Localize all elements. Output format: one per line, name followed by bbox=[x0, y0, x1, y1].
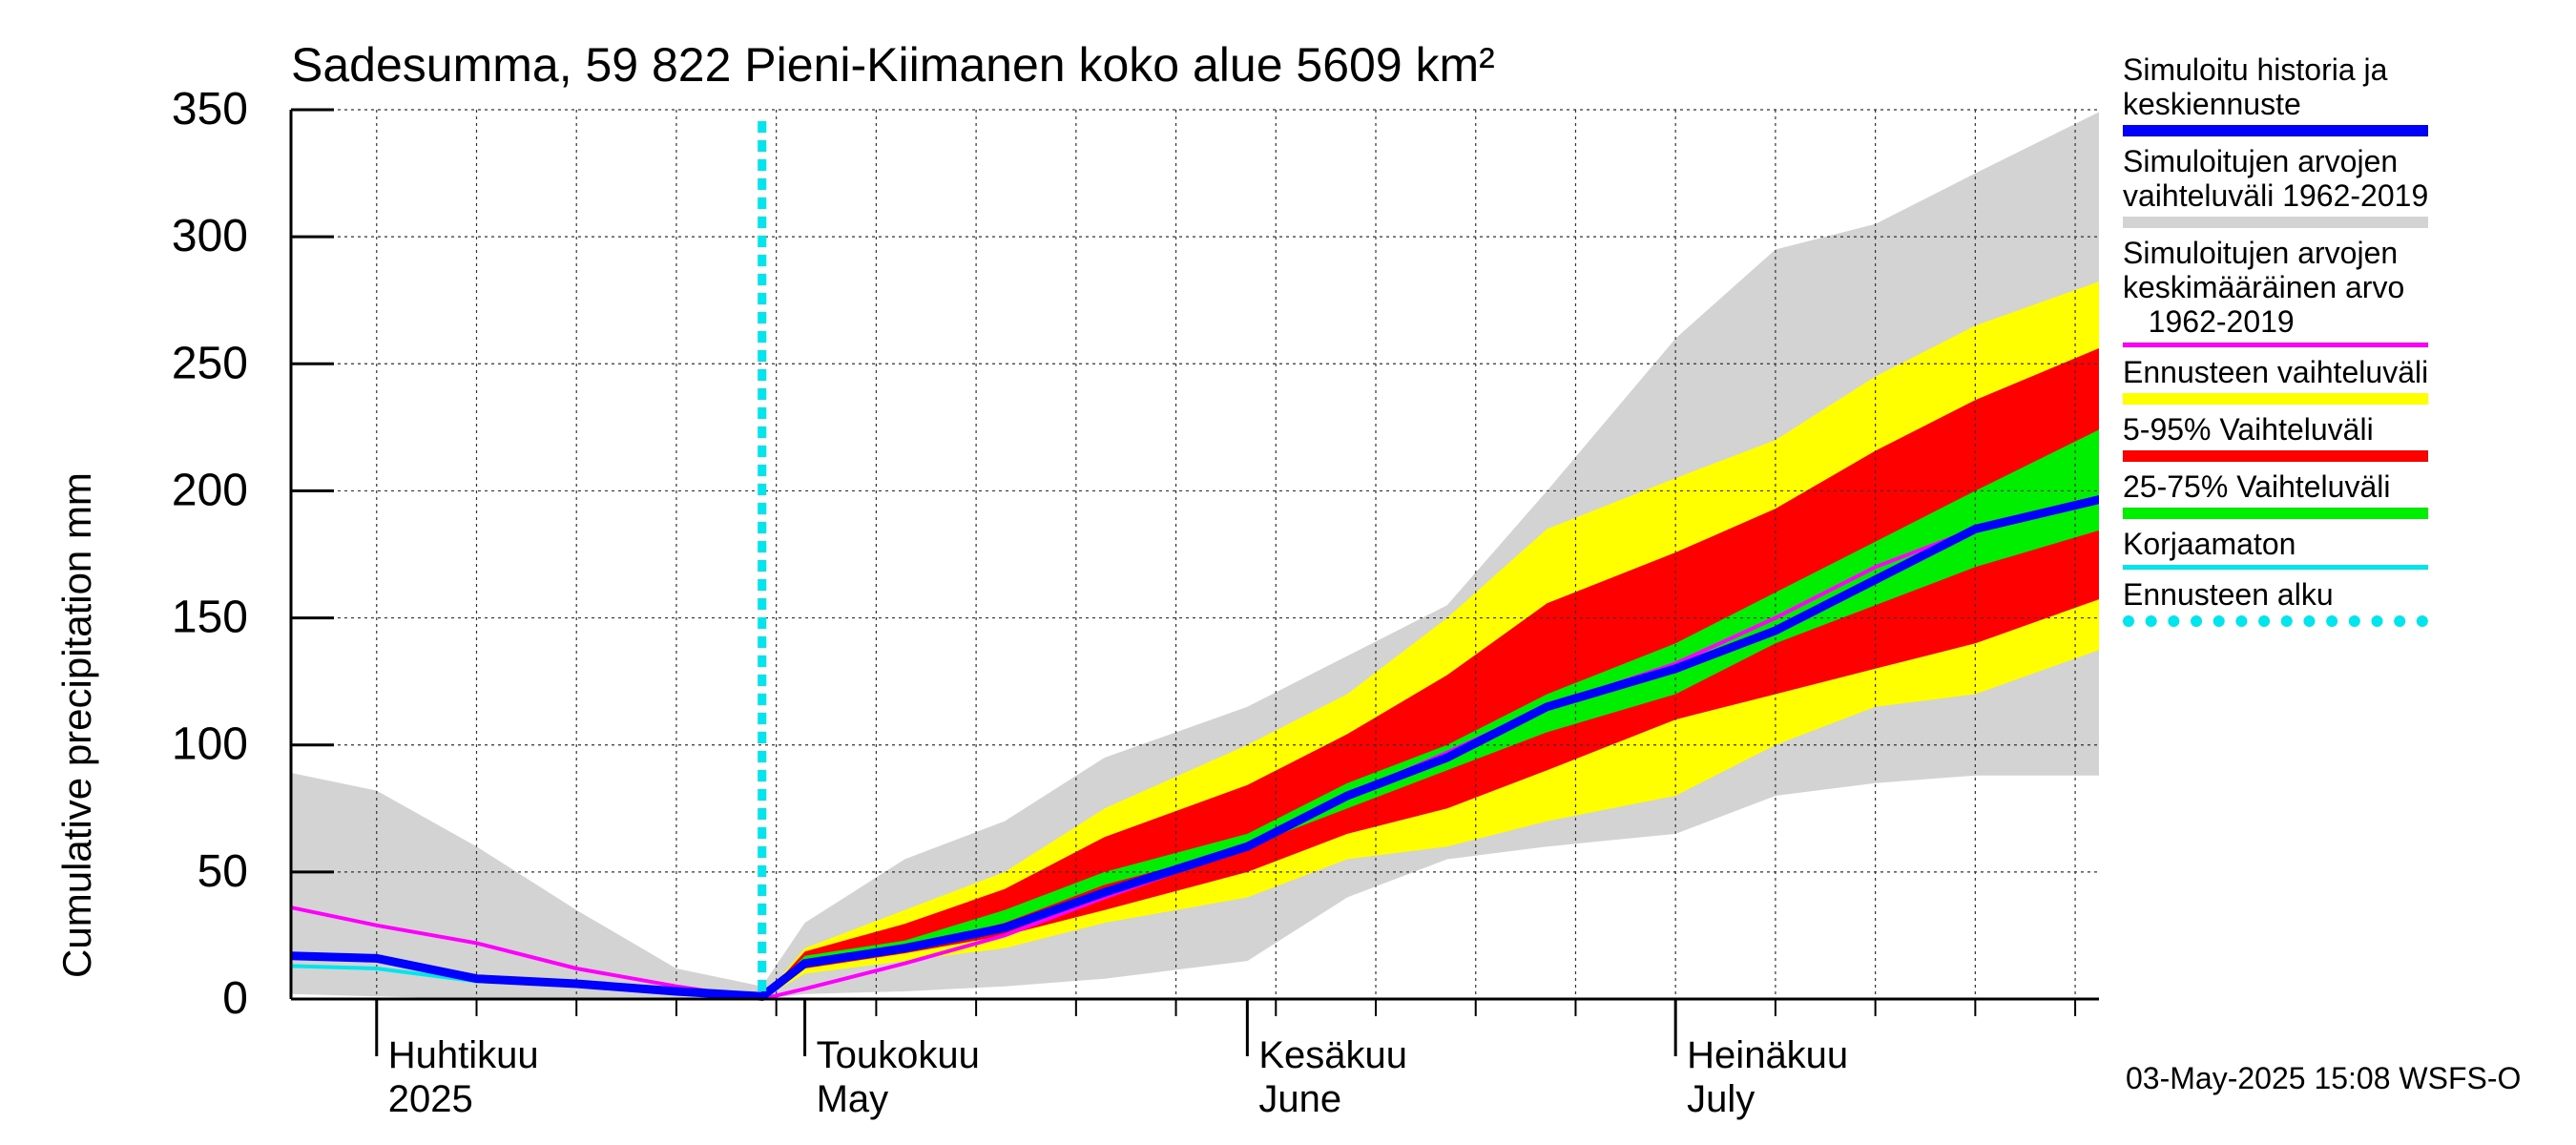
axes bbox=[289, 108, 2099, 1056]
legend-swatch bbox=[2123, 615, 2428, 627]
y-tick-label: 250 bbox=[172, 338, 248, 388]
legend-swatch bbox=[2123, 393, 2428, 405]
legend-swatch bbox=[2123, 565, 2428, 570]
y-tick-label: 150 bbox=[172, 593, 248, 643]
legend-swatch bbox=[2123, 125, 2428, 136]
y-axis-label: Cumulative precipitation mm bbox=[54, 472, 99, 978]
month-label-en: 2025 bbox=[388, 1078, 473, 1120]
legend-swatch bbox=[2123, 450, 2428, 462]
legend-item: Ennusteen alku bbox=[2123, 577, 2543, 627]
y-tick-label: 0 bbox=[222, 973, 248, 1024]
y-tick-label: 200 bbox=[172, 465, 248, 515]
legend-item: 5-95% Vaihteluväli bbox=[2123, 412, 2543, 462]
chart-title: Sadesumma, 59 822 Pieni-Kiimanen koko al… bbox=[291, 38, 1495, 92]
y-tick-label: 300 bbox=[172, 211, 248, 261]
legend-label: Simuloitujen arvojen keskimääräinen arvo… bbox=[2123, 236, 2405, 339]
y-tick-label: 50 bbox=[197, 846, 248, 897]
legend-item: Simuloitujen arvojen vaihteluväli 1962-2… bbox=[2123, 144, 2543, 228]
month-label-fi: Huhtikuu bbox=[388, 1034, 539, 1076]
series-lines bbox=[290, 121, 2099, 1002]
legend-label: Simuloitu historia ja keskiennuste bbox=[2123, 52, 2388, 121]
legend-label: Simuloitujen arvojen vaihteluväli 1962-2… bbox=[2123, 144, 2429, 213]
legend-label: Ennusteen alku bbox=[2123, 577, 2334, 612]
legend-item: Korjaamaton bbox=[2123, 527, 2543, 570]
legend: Simuloitu historia ja keskiennuste Simulo… bbox=[2123, 52, 2543, 635]
legend-swatch bbox=[2123, 343, 2428, 347]
timestamp: 03-May-2025 15:08 WSFS-O bbox=[2126, 1061, 2522, 1095]
band-5-95 bbox=[761, 347, 2099, 999]
legend-item: 25-75% Vaihteluväli bbox=[2123, 469, 2543, 519]
band-25-75 bbox=[761, 429, 2099, 999]
legend-item: Simuloitujen arvojen keskimääräinen arvo… bbox=[2123, 236, 2543, 347]
legend-item: Simuloitu historia ja keskiennuste bbox=[2123, 52, 2543, 136]
month-label-en: July bbox=[1687, 1078, 1755, 1120]
range-bands bbox=[291, 112, 2099, 999]
band-forecast-range bbox=[761, 281, 2099, 999]
month-label-fi: Heinäkuu bbox=[1687, 1034, 1848, 1076]
month-label-en: May bbox=[817, 1078, 889, 1120]
month-label-en: June bbox=[1258, 1078, 1341, 1120]
y-tick-label: 100 bbox=[172, 719, 248, 770]
legend-label: Ennusteen vaihteluväli bbox=[2123, 355, 2429, 389]
legend-swatch bbox=[2123, 508, 2428, 519]
month-label-fi: Toukokuu bbox=[817, 1034, 980, 1076]
line-simulated-forecast bbox=[290, 494, 2099, 1001]
legend-item: Ennusteen vaihteluväli bbox=[2123, 355, 2543, 405]
legend-swatch bbox=[2123, 217, 2428, 228]
month-label-fi: Kesäkuu bbox=[1258, 1034, 1407, 1076]
precipitation-chart: Sadesumma, 59 822 Pieni-Kiimanen koko al… bbox=[54, 38, 2099, 1120]
y-tick-label: 350 bbox=[172, 84, 248, 135]
y-tick-labels: 0 50 100 150 200 250 300 350 bbox=[172, 84, 248, 1024]
legend-label: 25-75% Vaihteluväli bbox=[2123, 469, 2391, 504]
legend-label: 5-95% Vaihteluväli bbox=[2123, 412, 2374, 447]
line-historical-mean bbox=[290, 495, 2099, 1002]
legend-label: Korjaamaton bbox=[2123, 527, 2296, 561]
